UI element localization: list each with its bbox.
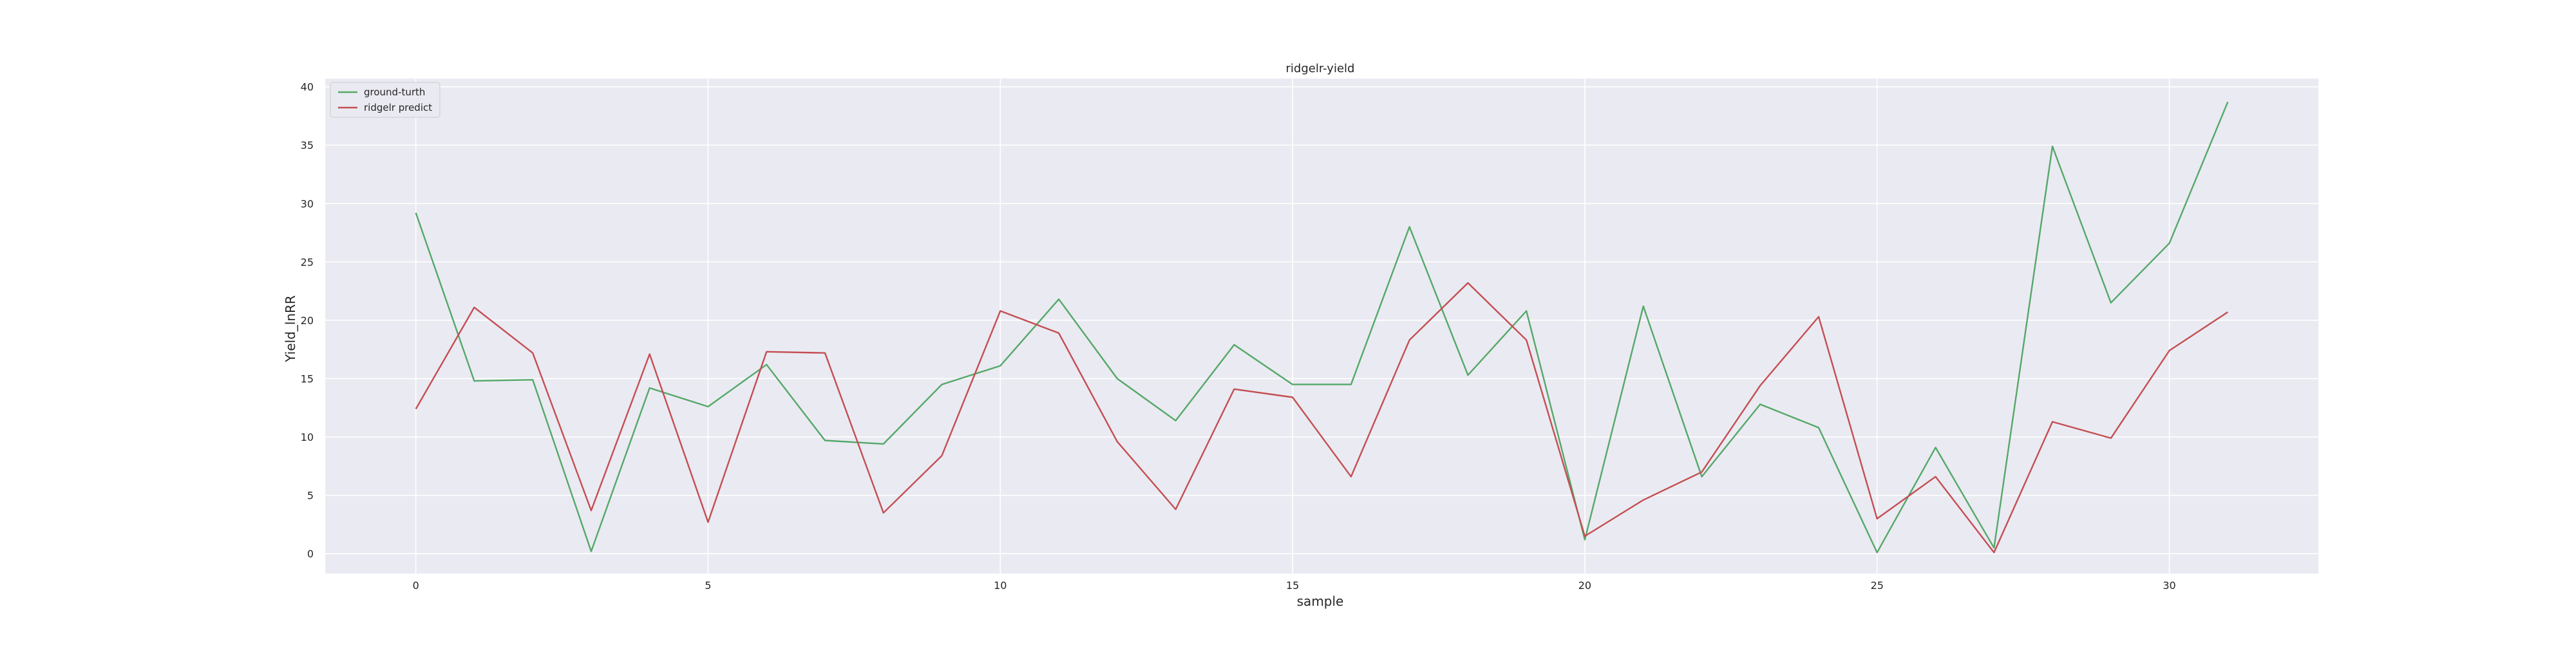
x-tick-label: 10 — [994, 579, 1007, 592]
plot-background — [325, 79, 2318, 574]
x-tick-label: 25 — [1871, 579, 1884, 592]
y-tick-label: 40 — [301, 81, 314, 93]
x-tick-label: 5 — [705, 579, 711, 592]
y-tick-label: 30 — [301, 198, 314, 210]
y-tick-label: 5 — [307, 490, 314, 502]
y-axis-label: Yield_lnRR — [283, 295, 298, 363]
x-tick-label: 0 — [413, 579, 419, 592]
chart-title: ridgelr-yield — [1286, 62, 1355, 75]
legend-label: ground-turth — [364, 86, 425, 98]
y-tick-label: 15 — [301, 373, 314, 385]
y-tick-label: 10 — [301, 431, 314, 443]
y-tick-label: 25 — [301, 256, 314, 268]
x-tick-label: 20 — [1578, 579, 1591, 592]
y-tick-label: 35 — [301, 139, 314, 151]
y-tick-label: 0 — [307, 548, 314, 560]
plot-area — [325, 79, 2318, 574]
x-tick-label: 15 — [1286, 579, 1299, 592]
x-axis-label: sample — [1297, 594, 1344, 609]
legend-label: ridgelr predict — [364, 102, 432, 113]
legend: ground-turth ridgelr predict — [330, 82, 440, 117]
x-tick-label: 30 — [2163, 579, 2175, 592]
y-tick-label: 20 — [301, 314, 314, 327]
